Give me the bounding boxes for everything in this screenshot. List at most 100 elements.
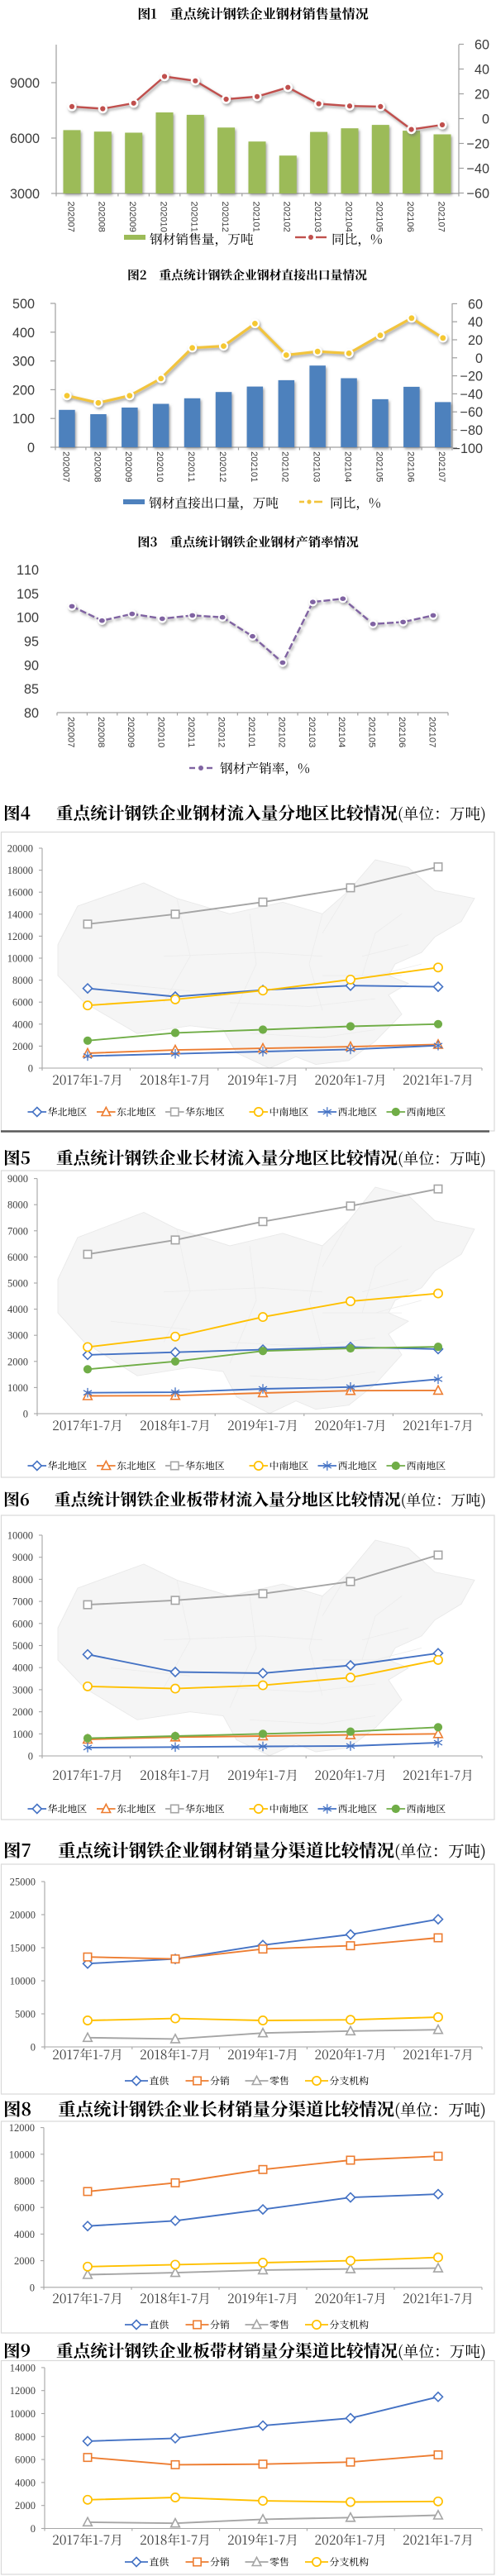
svg-text:60: 60 (468, 297, 483, 312)
svg-text:100: 100 (17, 611, 39, 626)
svg-text:20: 20 (475, 88, 489, 103)
svg-text:202101: 202101 (246, 717, 256, 747)
svg-text:202012: 202012 (217, 717, 227, 747)
svg-text:202008: 202008 (96, 717, 106, 747)
svg-text:12000: 12000 (10, 2385, 36, 2397)
svg-text:4000: 4000 (12, 1662, 33, 1674)
svg-text:85: 85 (24, 682, 39, 697)
svg-text:12000: 12000 (9, 2122, 35, 2134)
svg-text:202011: 202011 (186, 717, 196, 747)
svg-text:8000: 8000 (7, 1200, 28, 1211)
svg-text:3000: 3000 (10, 187, 40, 202)
svg-text:500: 500 (12, 297, 35, 312)
svg-text:40: 40 (468, 315, 483, 330)
svg-text:202102: 202102 (280, 451, 290, 482)
svg-text:202105: 202105 (374, 202, 384, 232)
svg-text:90: 90 (24, 658, 39, 673)
svg-text:16000: 16000 (7, 887, 33, 899)
svg-text:0: 0 (28, 1751, 33, 1763)
svg-text:60: 60 (475, 38, 489, 53)
svg-text:6000: 6000 (14, 2202, 35, 2214)
svg-text:−20: −20 (460, 370, 483, 384)
svg-text:−100: −100 (453, 441, 483, 456)
svg-text:−40: −40 (467, 162, 489, 177)
svg-text:0: 0 (475, 351, 483, 366)
svg-text:0: 0 (31, 2523, 36, 2535)
svg-text:200: 200 (12, 383, 35, 398)
svg-text:202009: 202009 (127, 202, 137, 232)
svg-text:0: 0 (30, 2282, 35, 2293)
svg-text:5000: 5000 (7, 1278, 28, 1290)
svg-text:15000: 15000 (10, 1943, 36, 1954)
svg-text:202010: 202010 (156, 717, 166, 747)
svg-text:4000: 4000 (15, 2477, 36, 2488)
svg-text:0: 0 (28, 1063, 33, 1075)
svg-text:202103: 202103 (312, 202, 322, 232)
svg-text:202104: 202104 (336, 717, 346, 747)
svg-text:202007: 202007 (65, 202, 75, 232)
svg-text:100: 100 (12, 412, 35, 427)
svg-text:10000: 10000 (7, 953, 33, 965)
svg-text:202007: 202007 (65, 717, 75, 747)
svg-text:202009: 202009 (123, 451, 133, 482)
svg-text:202101: 202101 (250, 202, 260, 232)
svg-text:10000: 10000 (9, 2149, 35, 2160)
svg-text:9000: 9000 (12, 1552, 33, 1563)
svg-text:−40: −40 (460, 387, 483, 402)
svg-text:20: 20 (468, 333, 483, 348)
svg-text:5000: 5000 (15, 2009, 36, 2020)
svg-text:14000: 14000 (7, 909, 33, 920)
svg-text:202102: 202102 (276, 717, 286, 747)
svg-text:202011: 202011 (189, 202, 199, 232)
svg-text:0: 0 (31, 2042, 36, 2054)
svg-text:202103: 202103 (307, 717, 317, 747)
svg-text:10000: 10000 (10, 1976, 36, 1987)
svg-text:1000: 1000 (12, 1729, 33, 1740)
svg-text:2000: 2000 (7, 1356, 28, 1367)
svg-text:20000: 20000 (7, 843, 33, 855)
svg-text:202008: 202008 (92, 451, 102, 482)
svg-text:18000: 18000 (7, 865, 33, 876)
svg-text:300: 300 (12, 355, 35, 370)
svg-text:−80: −80 (460, 423, 483, 438)
svg-text:7000: 7000 (12, 1596, 33, 1608)
svg-text:4000: 4000 (12, 1018, 33, 1030)
svg-text:202105: 202105 (374, 451, 384, 482)
svg-text:−60: −60 (467, 187, 489, 202)
svg-text:110: 110 (17, 563, 39, 578)
svg-text:2000: 2000 (14, 2255, 35, 2267)
svg-text:202012: 202012 (220, 202, 230, 232)
svg-text:1000: 1000 (7, 1382, 28, 1394)
svg-text:400: 400 (12, 326, 35, 341)
svg-text:7000: 7000 (7, 1225, 28, 1237)
svg-text:6000: 6000 (10, 131, 40, 146)
svg-text:0: 0 (23, 1409, 28, 1420)
svg-text:10000: 10000 (10, 2408, 36, 2420)
svg-text:202103: 202103 (312, 451, 322, 482)
svg-text:−20: −20 (467, 137, 489, 152)
svg-text:202010: 202010 (155, 451, 165, 482)
svg-text:3000: 3000 (7, 1330, 28, 1342)
svg-text:14000: 14000 (10, 2362, 36, 2373)
svg-text:202107: 202107 (427, 717, 436, 747)
svg-text:2000: 2000 (12, 1706, 33, 1718)
svg-text:202007: 202007 (60, 451, 70, 482)
svg-text:10000: 10000 (7, 1530, 33, 1542)
svg-text:8000: 8000 (14, 2176, 35, 2187)
svg-text:9000: 9000 (10, 76, 40, 91)
svg-text:80: 80 (24, 706, 39, 721)
svg-text:202106: 202106 (405, 202, 415, 232)
svg-text:8000: 8000 (12, 1574, 33, 1586)
svg-text:5000: 5000 (12, 1640, 33, 1652)
svg-text:9000: 9000 (7, 1173, 28, 1185)
svg-text:40: 40 (475, 63, 489, 78)
svg-text:202107: 202107 (436, 202, 446, 232)
svg-text:202106: 202106 (405, 451, 415, 482)
svg-text:202107: 202107 (436, 451, 446, 482)
svg-text:202104: 202104 (343, 451, 353, 482)
svg-text:8000: 8000 (12, 975, 33, 986)
svg-text:8000: 8000 (15, 2431, 36, 2443)
svg-text:0: 0 (27, 441, 35, 456)
svg-text:202105: 202105 (367, 717, 377, 747)
svg-text:202011: 202011 (186, 451, 196, 482)
